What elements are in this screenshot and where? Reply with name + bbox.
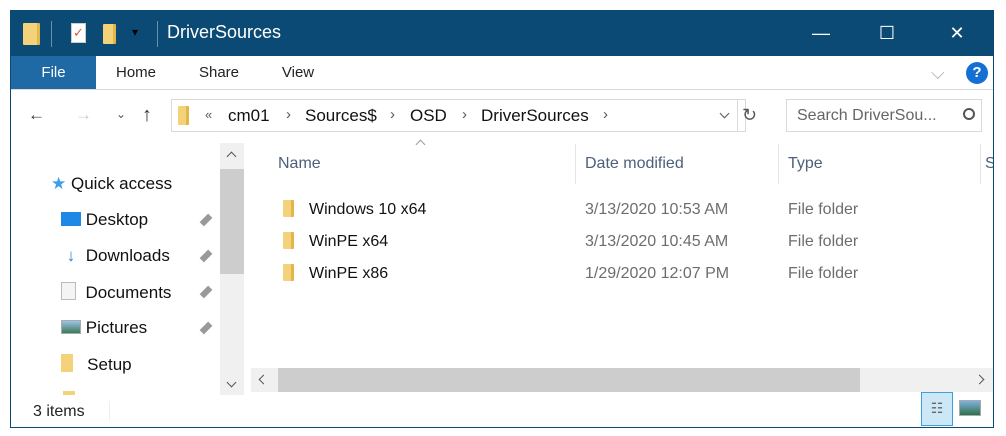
crumb-osd[interactable]: OSD <box>410 106 447 125</box>
chevron-right-icon[interactable]: › <box>603 106 608 123</box>
details-view-button[interactable]: ☷ <box>921 392 953 426</box>
sidebar-item-setup[interactable]: Setup <box>61 354 132 375</box>
column-type[interactable]: Type <box>788 155 823 172</box>
label: Pictures <box>85 318 148 337</box>
recent-locations-icon[interactable]: ⌄ <box>116 107 127 121</box>
scroll-left-icon[interactable] <box>258 374 269 385</box>
scrollbar-thumb[interactable] <box>278 368 860 392</box>
sidebar-item-quick-access[interactable]: ★ Quick access <box>51 174 172 194</box>
folder-icon <box>283 200 294 217</box>
window-title: DriverSources <box>167 22 282 42</box>
column-size[interactable]: S <box>985 154 993 173</box>
forward-button[interactable]: → <box>75 105 92 124</box>
sidebar-scrollbar[interactable] <box>220 143 244 395</box>
column-date-modified[interactable]: Date modified <box>585 155 684 172</box>
scroll-right-icon[interactable] <box>974 374 985 385</box>
status-item-count: 3 items <box>33 403 85 420</box>
sidebar-item-pictures[interactable]: Pictures <box>61 318 147 338</box>
file-date: 3/13/2020 10:45 AM <box>585 233 729 250</box>
divider <box>737 100 738 131</box>
overflow-icon[interactable]: « <box>205 107 213 122</box>
tab-file[interactable]: File <box>11 56 96 89</box>
scrollbar-thumb[interactable] <box>220 169 244 274</box>
maximize-button[interactable]: ☐ <box>878 23 896 43</box>
address-dropdown-icon[interactable] <box>719 108 730 119</box>
properties-icon[interactable]: ✓ <box>71 23 86 43</box>
chevron-right-icon[interactable]: › <box>390 106 395 123</box>
search-input[interactable]: Search DriverSou... <box>786 99 982 132</box>
file-name: WinPE x86 <box>309 265 389 282</box>
file-type: File folder <box>788 265 859 282</box>
file-type: File folder <box>788 233 859 250</box>
scroll-down-icon[interactable] <box>226 377 237 388</box>
new-folder-icon[interactable] <box>103 24 116 44</box>
divider[interactable] <box>575 144 576 184</box>
crumb-driversources[interactable]: DriverSources <box>481 106 589 125</box>
file-row[interactable]: WinPE x86 1/29/2020 12:07 PM File folder <box>271 259 991 289</box>
folder-icon <box>23 23 40 45</box>
up-button[interactable]: ↑ <box>142 104 152 126</box>
minimize-button[interactable]: — <box>812 23 830 43</box>
search-icon[interactable] <box>963 108 975 120</box>
refresh-icon[interactable]: ↻ <box>742 105 758 125</box>
customize-toolbar-icon[interactable]: ▾ <box>132 25 139 39</box>
download-icon: ↓ <box>66 246 76 265</box>
file-date: 1/29/2020 12:07 PM <box>585 265 730 282</box>
label: Quick access <box>70 174 173 193</box>
expand-ribbon-icon[interactable]: ⌵ <box>931 63 945 83</box>
explorer-window: ✓ ▾ DriverSources — ☐ ✕ File Home Share … <box>10 10 994 428</box>
tab-home[interactable]: Home <box>115 64 156 81</box>
folder-icon <box>283 232 294 249</box>
divider[interactable] <box>778 144 779 184</box>
divider <box>109 401 110 421</box>
crumb-cm01[interactable]: cm01 <box>228 106 270 125</box>
divider <box>157 21 158 47</box>
title-bar: ✓ ▾ DriverSources — ☐ ✕ <box>11 11 993 56</box>
sort-ascending-icon <box>415 139 426 150</box>
divider <box>51 21 52 47</box>
help-icon[interactable]: ? <box>966 62 988 84</box>
back-button[interactable]: ← <box>28 105 45 124</box>
close-button[interactable]: ✕ <box>949 23 965 43</box>
ribbon-tabs: File Home Share View ⌵ ? <box>11 56 993 90</box>
tab-share[interactable]: Share <box>198 64 240 81</box>
folder-icon <box>178 106 189 125</box>
sidebar-item-desktop[interactable]: Desktop <box>61 210 148 230</box>
address-bar[interactable]: « cm01 › Sources$ › OSD › DriverSources … <box>171 99 757 132</box>
file-row[interactable]: WinPE x64 3/13/2020 10:45 AM File folder <box>271 227 991 257</box>
tab-view[interactable]: View <box>281 64 315 81</box>
divider[interactable] <box>980 144 981 184</box>
folder-icon <box>63 391 75 395</box>
chevron-right-icon[interactable]: › <box>286 106 291 123</box>
large-icons-view-button[interactable] <box>959 400 981 416</box>
file-name: Windows 10 x64 <box>309 201 427 218</box>
pin-icon[interactable] <box>199 249 213 263</box>
chevron-right-icon[interactable]: › <box>462 106 467 123</box>
scroll-up-icon[interactable] <box>226 151 237 162</box>
file-name: WinPE x64 <box>309 233 389 250</box>
crumb-sources[interactable]: Sources$ <box>305 106 377 125</box>
label: Downloads <box>85 246 170 265</box>
documents-icon <box>61 282 76 300</box>
pin-icon[interactable] <box>199 213 213 227</box>
label: Documents <box>85 283 172 302</box>
folder-icon <box>283 264 294 281</box>
star-icon: ★ <box>51 174 67 193</box>
file-type: File folder <box>788 201 859 218</box>
pictures-icon <box>61 320 81 334</box>
column-name[interactable]: Name <box>278 155 321 172</box>
label: Setup <box>87 355 132 374</box>
sidebar-item-documents[interactable]: Documents <box>61 282 171 303</box>
folder-icon <box>61 354 73 372</box>
pin-icon[interactable] <box>199 285 213 299</box>
sidebar-item-downloads[interactable]: ↓ Downloads <box>61 246 170 266</box>
file-row[interactable]: Windows 10 x64 3/13/2020 10:53 AM File f… <box>271 195 991 225</box>
horizontal-scrollbar[interactable] <box>251 368 993 392</box>
file-date: 3/13/2020 10:53 AM <box>585 201 729 218</box>
desktop-icon <box>61 212 81 226</box>
search-placeholder: Search DriverSou... <box>797 107 937 124</box>
pin-icon[interactable] <box>199 321 213 335</box>
label: Desktop <box>85 210 149 229</box>
